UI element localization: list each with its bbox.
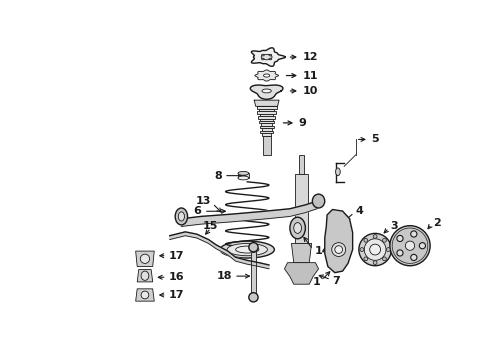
Polygon shape [254, 100, 279, 106]
Text: 1: 1 [312, 277, 320, 287]
Ellipse shape [141, 271, 149, 280]
Ellipse shape [383, 257, 387, 261]
Polygon shape [136, 289, 154, 301]
Text: 17: 17 [168, 251, 184, 261]
Polygon shape [238, 173, 249, 178]
Ellipse shape [312, 194, 325, 208]
Ellipse shape [336, 168, 340, 176]
Polygon shape [285, 263, 318, 284]
Ellipse shape [249, 293, 258, 302]
Ellipse shape [238, 171, 249, 175]
Polygon shape [260, 114, 273, 116]
Ellipse shape [364, 238, 368, 242]
Ellipse shape [364, 239, 386, 260]
Text: 2: 2 [433, 217, 441, 228]
Ellipse shape [269, 58, 272, 60]
Text: 13: 13 [196, 196, 211, 206]
Ellipse shape [359, 233, 392, 266]
Polygon shape [260, 126, 273, 128]
Ellipse shape [236, 246, 259, 253]
Polygon shape [136, 251, 154, 266]
Ellipse shape [140, 254, 149, 264]
Text: 9: 9 [298, 118, 306, 128]
Ellipse shape [397, 250, 403, 256]
Ellipse shape [373, 235, 377, 238]
Text: 16: 16 [168, 272, 184, 282]
Ellipse shape [262, 58, 264, 60]
Ellipse shape [411, 255, 417, 261]
Ellipse shape [419, 243, 425, 249]
Ellipse shape [175, 208, 188, 225]
Text: 14: 14 [315, 246, 330, 256]
Polygon shape [258, 116, 275, 118]
Text: 4: 4 [356, 206, 364, 216]
Ellipse shape [264, 74, 270, 77]
Polygon shape [260, 131, 273, 133]
Text: 12: 12 [302, 52, 318, 62]
Polygon shape [257, 111, 276, 114]
Ellipse shape [238, 176, 249, 180]
Ellipse shape [262, 54, 264, 56]
Polygon shape [260, 118, 273, 121]
Polygon shape [292, 243, 312, 263]
Polygon shape [261, 123, 272, 126]
Text: 17: 17 [168, 290, 184, 300]
Polygon shape [257, 106, 277, 109]
Text: 7: 7 [333, 276, 340, 286]
Polygon shape [325, 210, 353, 273]
Ellipse shape [227, 243, 268, 256]
Polygon shape [262, 128, 271, 131]
Ellipse shape [386, 248, 390, 252]
Ellipse shape [373, 261, 377, 265]
Ellipse shape [411, 231, 417, 237]
Ellipse shape [269, 54, 272, 56]
Ellipse shape [397, 235, 403, 242]
Ellipse shape [369, 244, 381, 255]
Polygon shape [251, 247, 256, 297]
Ellipse shape [262, 89, 271, 93]
Text: 5: 5 [371, 134, 379, 144]
Ellipse shape [360, 248, 364, 252]
Text: 6: 6 [193, 206, 201, 216]
Polygon shape [259, 121, 274, 123]
Ellipse shape [332, 243, 345, 256]
Text: 11: 11 [302, 71, 318, 81]
Text: 3: 3 [391, 221, 398, 231]
Ellipse shape [290, 217, 305, 239]
Ellipse shape [390, 226, 430, 266]
Ellipse shape [383, 238, 387, 242]
Polygon shape [181, 201, 317, 226]
Ellipse shape [364, 257, 368, 261]
Ellipse shape [335, 246, 343, 253]
Polygon shape [255, 70, 278, 81]
Polygon shape [170, 232, 269, 269]
Polygon shape [251, 48, 285, 66]
Text: 18: 18 [216, 271, 232, 281]
Ellipse shape [249, 243, 258, 252]
Ellipse shape [261, 54, 272, 60]
Text: 15: 15 [202, 221, 218, 231]
Polygon shape [294, 174, 309, 243]
Ellipse shape [141, 291, 149, 299]
Ellipse shape [405, 241, 415, 250]
Polygon shape [299, 155, 304, 174]
Ellipse shape [220, 241, 274, 258]
Text: 8: 8 [214, 171, 221, 181]
Ellipse shape [178, 212, 184, 221]
Ellipse shape [294, 222, 301, 233]
Polygon shape [137, 270, 153, 282]
Polygon shape [250, 85, 283, 99]
Polygon shape [259, 109, 274, 111]
Text: 10: 10 [302, 86, 318, 96]
Polygon shape [263, 136, 270, 155]
Polygon shape [262, 133, 271, 136]
